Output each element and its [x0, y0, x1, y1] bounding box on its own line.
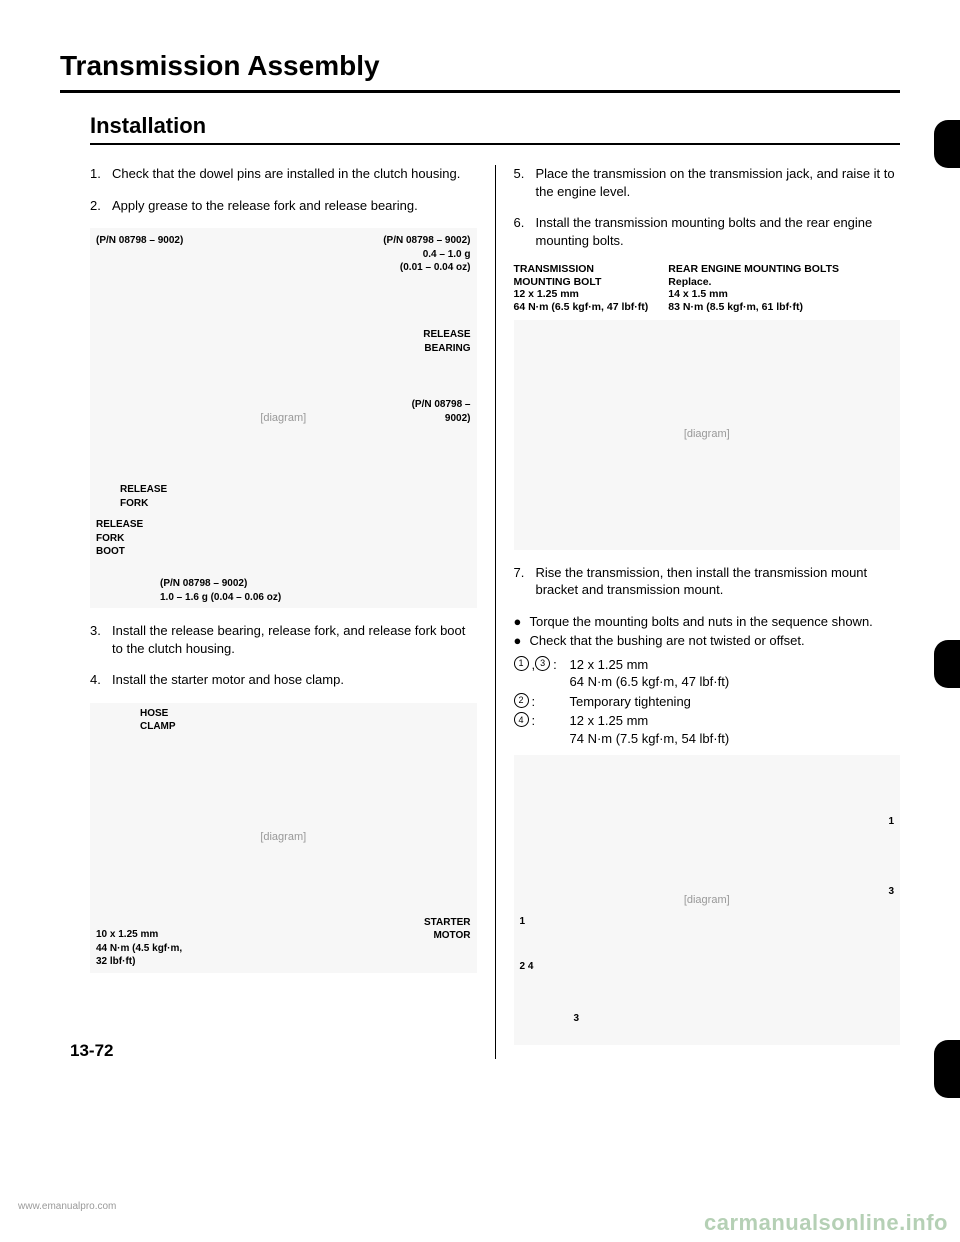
bullet-icon: ●	[514, 613, 530, 631]
step-text: Apply grease to the release fork and rel…	[112, 197, 477, 215]
step-text: Rise the transmission, then install the …	[536, 564, 901, 599]
callout-1b: 1	[520, 916, 526, 927]
watermark-source: www.emanualpro.com	[18, 1201, 116, 1212]
bullet-item: ● Check that the bushing are not twisted…	[514, 632, 901, 650]
torque-sequence-list: 1, 3:12 x 1.25 mm 64 N·m (6.5 kgf·m, 47 …	[514, 656, 901, 748]
label-release-bearing: RELEASE BEARING	[423, 328, 470, 355]
step-number: 2.	[90, 197, 112, 215]
label-grease-pn: (P/N 08798 – 9002) 0.4 – 1.0 g (0.01 – 0…	[383, 234, 470, 275]
label-bolt-spec: 10 x 1.25 mm 44 N·m (4.5 kgf·m, 32 lbf·f…	[96, 928, 182, 969]
torque-desc: 12 x 1.25 mm 74 N·m (7.5 kgf·m, 54 lbf·f…	[570, 712, 901, 747]
step-item: 7. Rise the transmission, then install t…	[514, 564, 901, 599]
page-title: Transmission Assembly	[60, 50, 900, 82]
label-release-fork-boot: RELEASE FORK BOOT	[96, 518, 143, 559]
step-text: Check that the dowel pins are installed …	[112, 165, 477, 183]
callout-1: 1	[888, 816, 894, 827]
label-starter-motor: STARTER MOTOR	[424, 916, 470, 943]
step-item: 3. Install the release bearing, release …	[90, 622, 477, 657]
figure-release-fork: [diagram] (P/N 08798 – 9002) (P/N 08798 …	[90, 228, 477, 608]
section-title: Installation	[90, 113, 900, 139]
callout-3: 3	[888, 886, 894, 897]
label-hose-clamp: HOSE CLAMP	[140, 707, 176, 734]
bullet-text: Torque the mounting bolts and nuts in th…	[530, 613, 873, 631]
callout-3b: 3	[574, 1013, 580, 1024]
step-item: 5. Place the transmission on the transmi…	[514, 165, 901, 200]
label-grease-pn: (P/N 08798 – 9002)	[412, 398, 471, 425]
torque-marks: 2:	[514, 693, 570, 711]
left-column: 1. Check that the dowel pins are install…	[90, 165, 496, 1059]
step-number: 5.	[514, 165, 536, 200]
step-number: 3.	[90, 622, 112, 657]
divider	[90, 143, 900, 145]
step-item: 2. Apply grease to the release fork and …	[90, 197, 477, 215]
page-number: 13-72	[70, 1041, 113, 1061]
step-number: 7.	[514, 564, 536, 599]
callout-2: 2	[520, 961, 526, 972]
step-item: 4. Install the starter motor and hose cl…	[90, 671, 477, 689]
torque-row: 4:12 x 1.25 mm 74 N·m (7.5 kgf·m, 54 lbf…	[514, 712, 901, 747]
bullet-item: ● Torque the mounting bolts and nuts in …	[514, 613, 901, 631]
step-text: Install the starter motor and hose clamp…	[112, 671, 477, 689]
step-number: 1.	[90, 165, 112, 183]
callout-mark: 2	[514, 693, 529, 708]
step-number: 4.	[90, 671, 112, 689]
torque-marks: 1, 3:	[514, 656, 570, 691]
figure-mounting-bolts: [diagram]	[514, 320, 901, 550]
callout-mark: 1	[514, 656, 529, 671]
torque-marks: 4:	[514, 712, 570, 747]
step-text: Install the transmission mounting bolts …	[536, 214, 901, 249]
step-item: 1. Check that the dowel pins are install…	[90, 165, 477, 183]
step-item: 6. Install the transmission mounting bol…	[514, 214, 901, 249]
watermark-site: carmanualsonline.info	[704, 1210, 948, 1236]
label-release-fork: RELEASE FORK	[120, 483, 167, 510]
right-column: 5. Place the transmission on the transmi…	[496, 165, 901, 1059]
bullet-text: Check that the bushing are not twisted o…	[530, 632, 805, 650]
figure-starter-motor: [diagram] HOSE CLAMP STARTER MOTOR 10 x …	[90, 703, 477, 973]
torque-desc: 12 x 1.25 mm 64 N·m (6.5 kgf·m, 47 lbf·f…	[570, 656, 901, 691]
torque-row: 2:Temporary tightening	[514, 693, 901, 711]
step-text: Place the transmission on the transmissi…	[536, 165, 901, 200]
label-rear-engine-bolts: REAR ENGINE MOUNTING BOLTS Replace. 14 x…	[668, 263, 839, 313]
step-text: Install the release bearing, release for…	[112, 622, 477, 657]
callout-mark: 4	[514, 712, 529, 727]
torque-desc: Temporary tightening	[570, 693, 901, 711]
label-grease-pn: (P/N 08798 – 9002)	[96, 234, 183, 248]
figure-mount-bracket: [diagram] 1 3 1 2 4 3	[514, 755, 901, 1045]
bullet-icon: ●	[514, 632, 530, 650]
callout-mark: 3	[535, 656, 550, 671]
label-grease-pn: (P/N 08798 – 9002) 1.0 – 1.6 g (0.04 – 0…	[160, 577, 281, 604]
torque-row: 1, 3:12 x 1.25 mm 64 N·m (6.5 kgf·m, 47 …	[514, 656, 901, 691]
callout-4: 4	[528, 961, 534, 972]
step-number: 6.	[514, 214, 536, 249]
label-trans-mount-bolt: TRANSMISSION MOUNTING BOLT 12 x 1.25 mm …	[514, 263, 649, 313]
divider	[60, 90, 900, 93]
